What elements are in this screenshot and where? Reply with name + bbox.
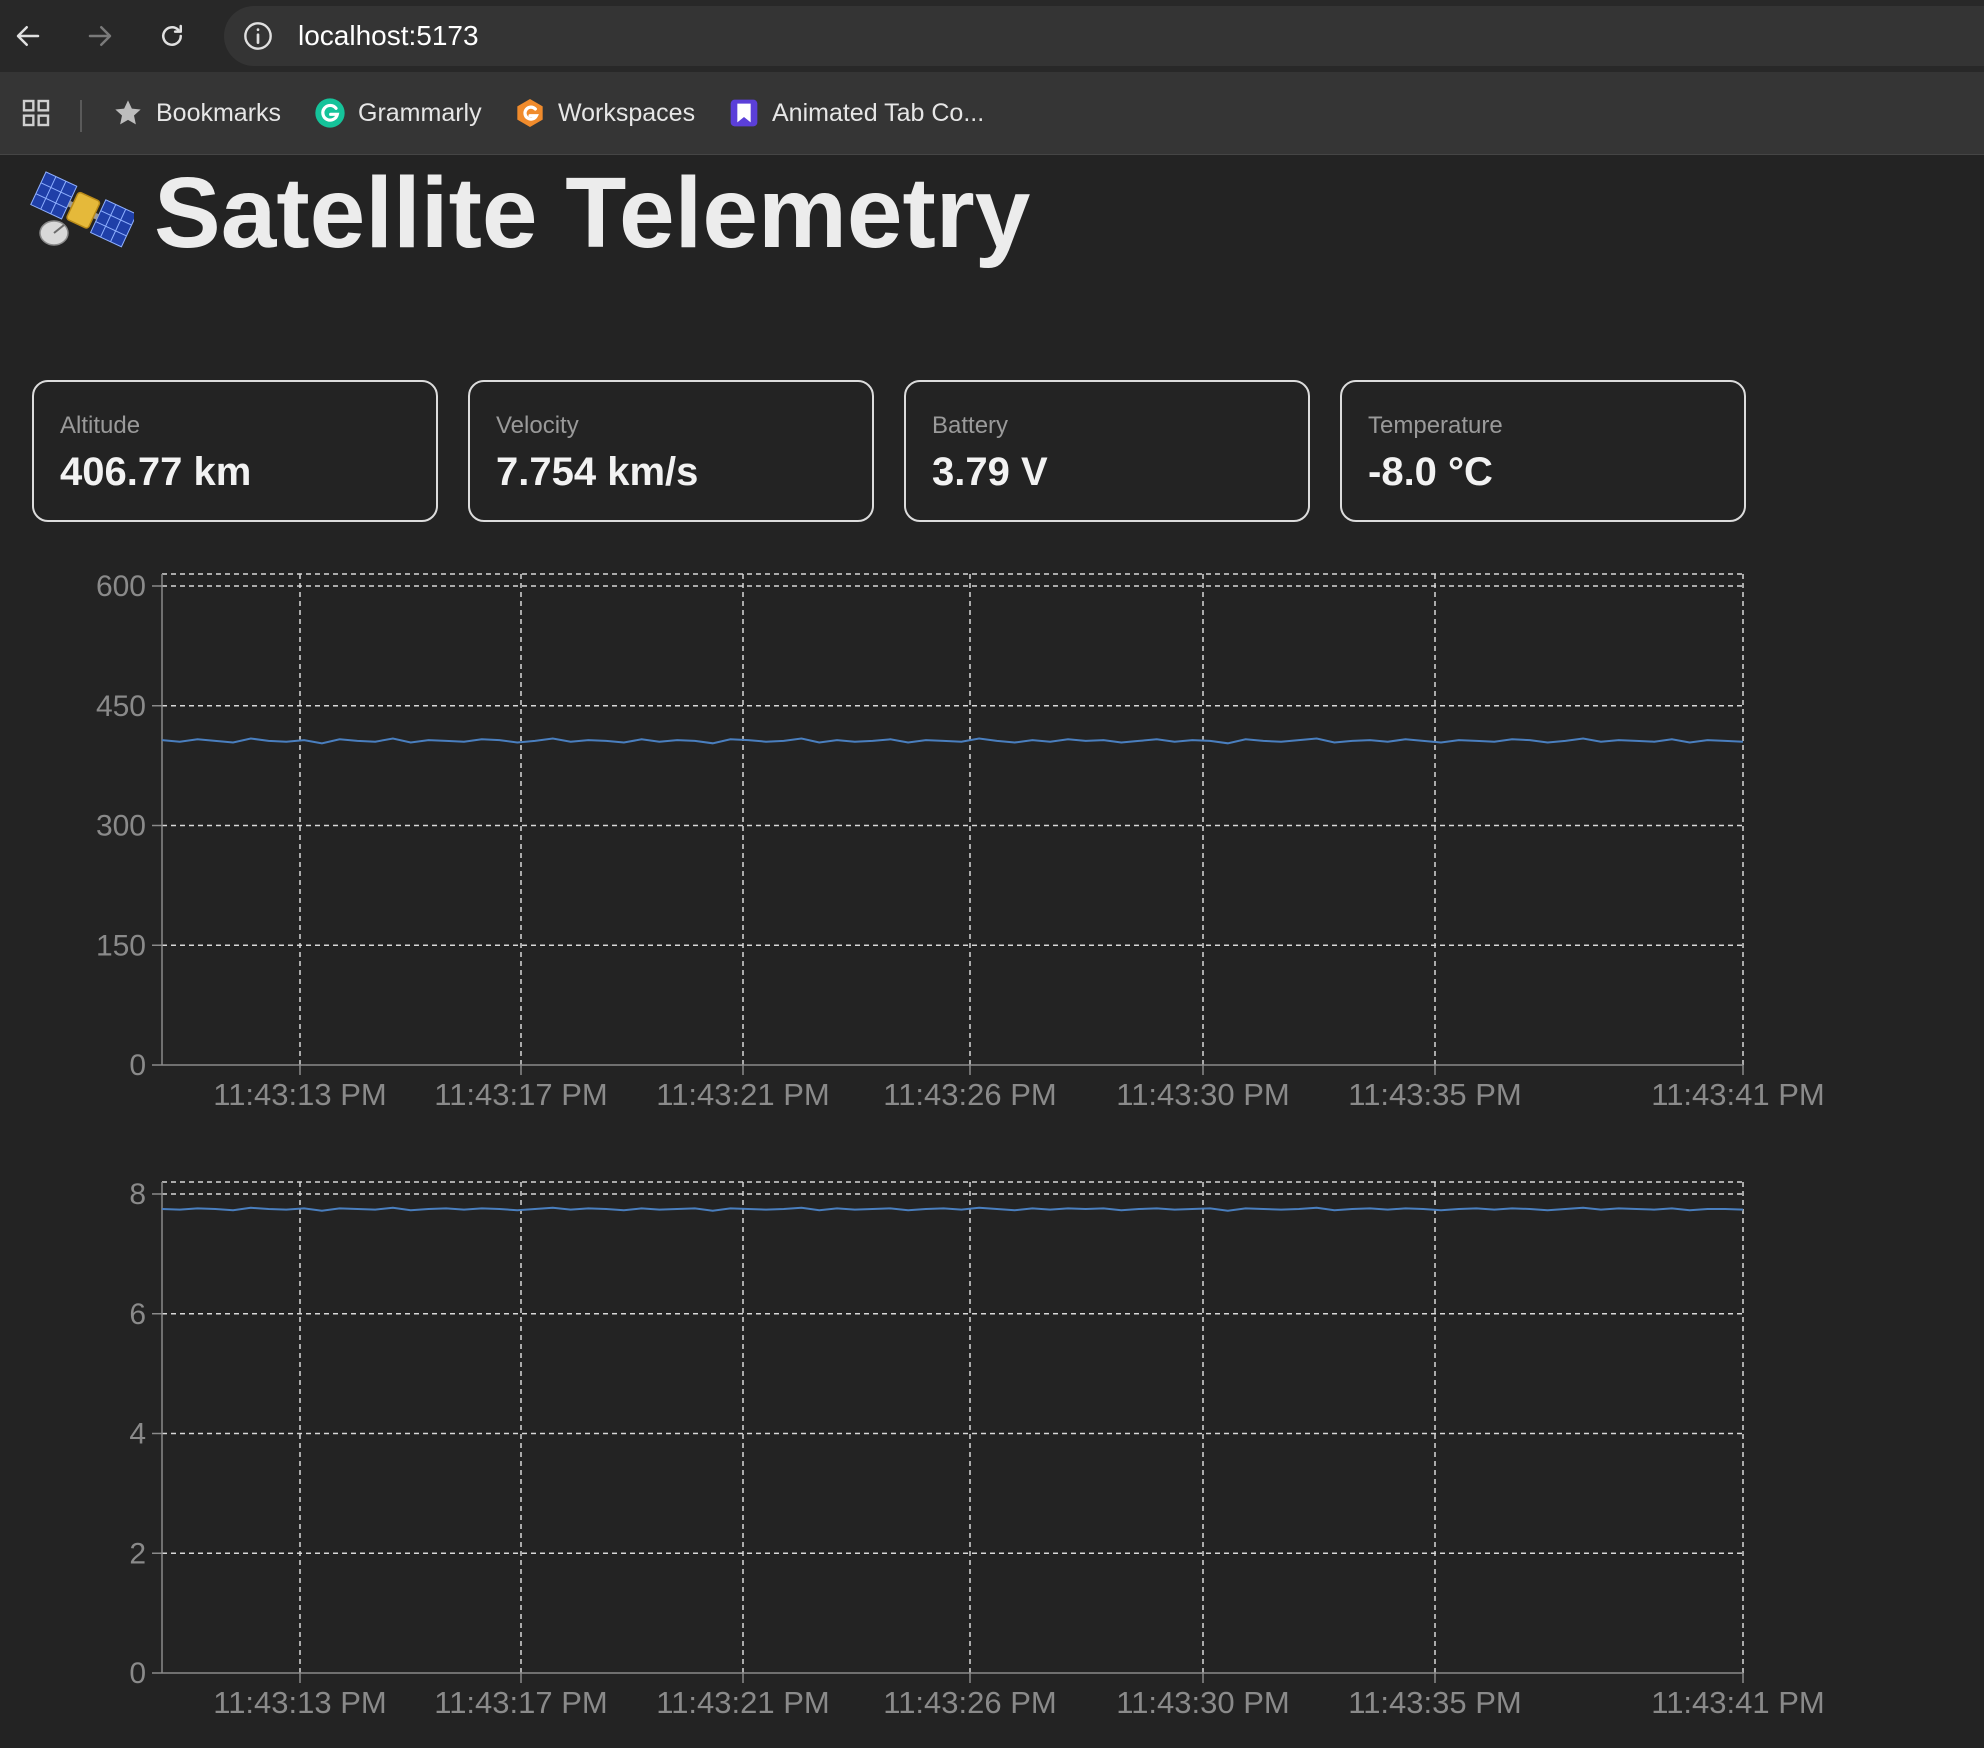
reload-button[interactable] [150,14,194,58]
apps-button[interactable] [20,72,64,154]
velocity-chart: 0 2 4 6 8 11:43:13 PM 11:43:17 PM 11:43:21 PM 11… [0,1168,1984,1738]
y-tick-label: 6 [129,1298,146,1331]
star-icon [115,100,141,125]
arrow-left-icon [16,26,40,46]
velocity-chart-svg: 0 2 4 6 8 11:43:13 PM 11:43:17 PM 11:43:21 PM 11… [129,1178,1824,1720]
bookmark-label: Grammarly [358,98,482,127]
bookmark-workspaces[interactable]: Workspaces [514,72,695,154]
y-tick-label: 2 [129,1537,146,1570]
metric-label: Velocity [496,412,579,439]
metric-value: -8.0 °C [1368,450,1493,494]
x-tick-label: 11:43:41 PM [1651,1685,1824,1720]
x-tick-label: 11:43:26 PM [883,1685,1056,1720]
x-tick-label: 11:43:13 PM [213,1685,386,1720]
metric-card-velocity: Velocity 7.754 km/s [468,380,874,522]
metric-card-altitude: Altitude 406.77 km [32,380,438,522]
y-tick-label: 450 [96,690,146,723]
y-tick-label: 0 [129,1049,146,1082]
y-tick-label: 300 [96,810,146,843]
x-tick-label: 11:43:21 PM [656,1077,829,1112]
back-button[interactable] [6,14,50,58]
bookmark-label: Animated Tab Co... [772,98,985,127]
series-line [161,737,1744,745]
x-tick-label: 11:43:30 PM [1116,1077,1289,1112]
browser-toolbar: localhost:5173 [0,0,1984,72]
metric-card-temperature: Temperature -8.0 °C [1340,380,1746,522]
address-bar[interactable]: localhost:5173 [224,6,1984,66]
bookmark-grammarly[interactable]: Grammarly [314,72,482,154]
bookmarks-divider [80,100,82,132]
page-header: Satellite Telemetry [30,156,1031,269]
metric-value: 3.79 V [932,450,1048,494]
x-tick-label: 11:43:26 PM [883,1077,1056,1112]
metric-label: Temperature [1368,412,1503,439]
altitude-chart-svg: 0 150 300 450 600 11:43:13 PM 11:43:17 PM 11:43… [96,570,1825,1112]
apps-grid-icon [22,99,50,127]
x-tick-label: 11:43:13 PM [213,1077,386,1112]
satellite-icon [30,171,134,248]
y-tick-label: 4 [129,1418,146,1451]
page-title: Satellite Telemetry [154,156,1031,269]
bookmarks-bar: Bookmarks Grammarly Workspaces Animated … [0,72,1984,155]
x-tick-label: 11:43:17 PM [434,1685,607,1720]
bookmark-label: Workspaces [558,98,696,127]
forward-button[interactable] [78,14,122,58]
bookmark-animated-tab[interactable]: Animated Tab Co... [728,72,984,154]
x-tick-label: 11:43:35 PM [1348,1077,1521,1112]
series-line [161,1206,1744,1212]
x-tick-label: 11:43:17 PM [434,1077,607,1112]
bookmark-bookmarks[interactable]: Bookmarks [112,72,281,154]
x-tick-label: 11:43:41 PM [1651,1077,1824,1112]
bookmark-label: Bookmarks [156,98,282,127]
metric-value: 406.77 km [60,450,252,494]
metric-card-battery: Battery 3.79 V [904,380,1310,522]
arrow-right-icon [88,26,112,46]
reload-icon [162,24,182,46]
y-tick-label: 8 [129,1178,146,1211]
altitude-chart: 0 150 300 450 600 11:43:13 PM 11:43:17 PM 11:43… [0,560,1984,1130]
y-tick-label: 150 [96,929,146,962]
x-tick-label: 11:43:30 PM [1116,1685,1289,1720]
y-tick-label: 600 [96,570,146,603]
y-tick-label: 0 [129,1657,146,1690]
url-text: localhost:5173 [298,20,479,51]
grammarly-icon [315,98,345,128]
x-tick-label: 11:43:35 PM [1348,1685,1521,1720]
animated-tab-icon [730,99,758,127]
x-tick-label: 11:43:21 PM [656,1685,829,1720]
info-icon[interactable] [242,20,274,52]
metric-value: 7.754 km/s [496,450,699,494]
workspaces-icon [517,99,543,127]
metric-label: Battery [932,412,1009,439]
metric-label: Altitude [60,412,141,439]
